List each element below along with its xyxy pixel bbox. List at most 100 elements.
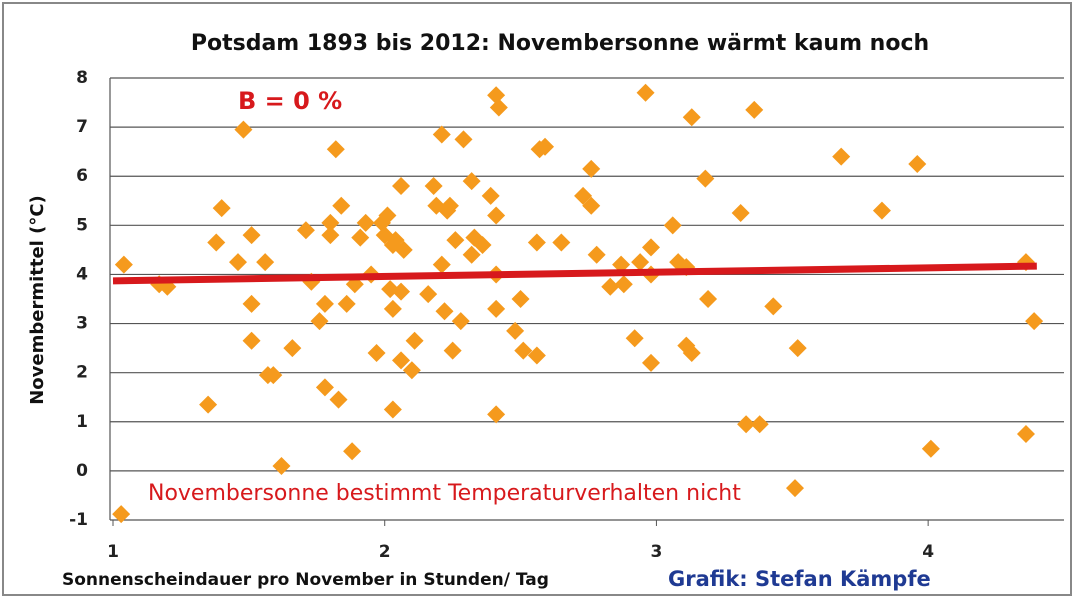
point — [394, 240, 413, 259]
point — [405, 331, 424, 350]
point — [489, 98, 508, 117]
point — [321, 213, 340, 232]
credit: Grafik: Stefan Kämpfe — [668, 567, 931, 591]
point — [272, 456, 291, 475]
point — [378, 206, 397, 225]
point — [351, 228, 370, 247]
point — [392, 177, 411, 196]
point — [332, 196, 351, 215]
x-tick-label: 4 — [922, 542, 934, 562]
point — [392, 351, 411, 370]
point — [641, 238, 660, 257]
annotation: Novembersonne bestimmt Temperaturverhalt… — [148, 481, 741, 506]
point — [207, 233, 226, 252]
point — [552, 233, 571, 252]
y-axis-label: Novembermittel (°C) — [27, 195, 48, 405]
point — [786, 479, 805, 498]
point — [699, 290, 718, 308]
y-tick-label: 3 — [76, 314, 88, 334]
point — [487, 405, 506, 424]
point — [212, 199, 231, 218]
point — [432, 125, 451, 144]
point — [392, 282, 411, 301]
point — [908, 154, 927, 173]
point — [256, 253, 275, 272]
point — [462, 172, 481, 191]
point — [663, 216, 682, 235]
point — [514, 341, 533, 360]
x-tick-label: 2 — [379, 542, 391, 562]
point — [582, 196, 601, 215]
point — [487, 86, 506, 105]
point — [114, 255, 133, 274]
point — [625, 329, 644, 348]
point — [242, 294, 261, 313]
point — [199, 395, 218, 414]
annotation: B = 0 % — [238, 87, 342, 115]
point — [636, 83, 655, 102]
point — [682, 344, 701, 363]
point — [481, 186, 500, 205]
x-axis-label: Sonnenscheindauer pro November in Stunde… — [62, 570, 549, 590]
point — [451, 312, 470, 331]
y-tick-label: 1 — [76, 412, 88, 432]
point — [745, 100, 764, 119]
point — [228, 253, 247, 272]
x-tick-label: 1 — [107, 542, 119, 562]
point — [527, 233, 546, 252]
point — [601, 277, 620, 296]
y-tick-label: 2 — [76, 363, 88, 383]
trend-line — [112, 262, 1037, 285]
point — [1025, 312, 1044, 331]
point — [432, 255, 451, 274]
point — [631, 253, 650, 272]
point — [614, 275, 633, 294]
point — [487, 206, 506, 225]
point — [737, 415, 756, 434]
point — [296, 221, 315, 240]
point — [383, 299, 402, 318]
point — [337, 294, 356, 313]
y-tick-label: 5 — [76, 215, 88, 235]
point — [419, 285, 438, 304]
point — [112, 505, 131, 524]
point — [764, 297, 783, 316]
point — [587, 245, 606, 264]
y-tick-label: -1 — [69, 510, 88, 530]
point — [315, 378, 334, 397]
point — [696, 169, 715, 188]
y-tick-label: 4 — [76, 264, 88, 284]
point — [343, 442, 362, 461]
point — [473, 235, 492, 254]
point — [506, 321, 525, 340]
x-tick-label: 3 — [651, 542, 663, 562]
point — [582, 159, 601, 178]
point — [527, 346, 546, 365]
point — [750, 415, 769, 434]
point — [310, 312, 329, 331]
point — [234, 120, 253, 139]
point — [356, 213, 375, 232]
point — [446, 231, 465, 250]
y-tick-label: 6 — [76, 166, 88, 186]
point — [440, 196, 459, 215]
y-tick-label: 8 — [76, 68, 88, 88]
point — [454, 130, 473, 149]
y-tick-label: 0 — [76, 461, 88, 481]
point — [682, 108, 701, 127]
point — [788, 339, 807, 358]
y-tick-label: 7 — [76, 117, 88, 137]
point — [462, 245, 481, 264]
point — [329, 390, 348, 409]
point — [242, 226, 261, 245]
point — [443, 341, 462, 360]
point — [1016, 425, 1035, 444]
point — [487, 299, 506, 318]
point — [511, 290, 530, 308]
point — [872, 201, 891, 220]
chart-title: Potsdam 1893 bis 2012: Novembersonne wär… — [191, 31, 929, 56]
point — [402, 361, 421, 380]
point — [921, 439, 940, 458]
point — [321, 226, 340, 245]
